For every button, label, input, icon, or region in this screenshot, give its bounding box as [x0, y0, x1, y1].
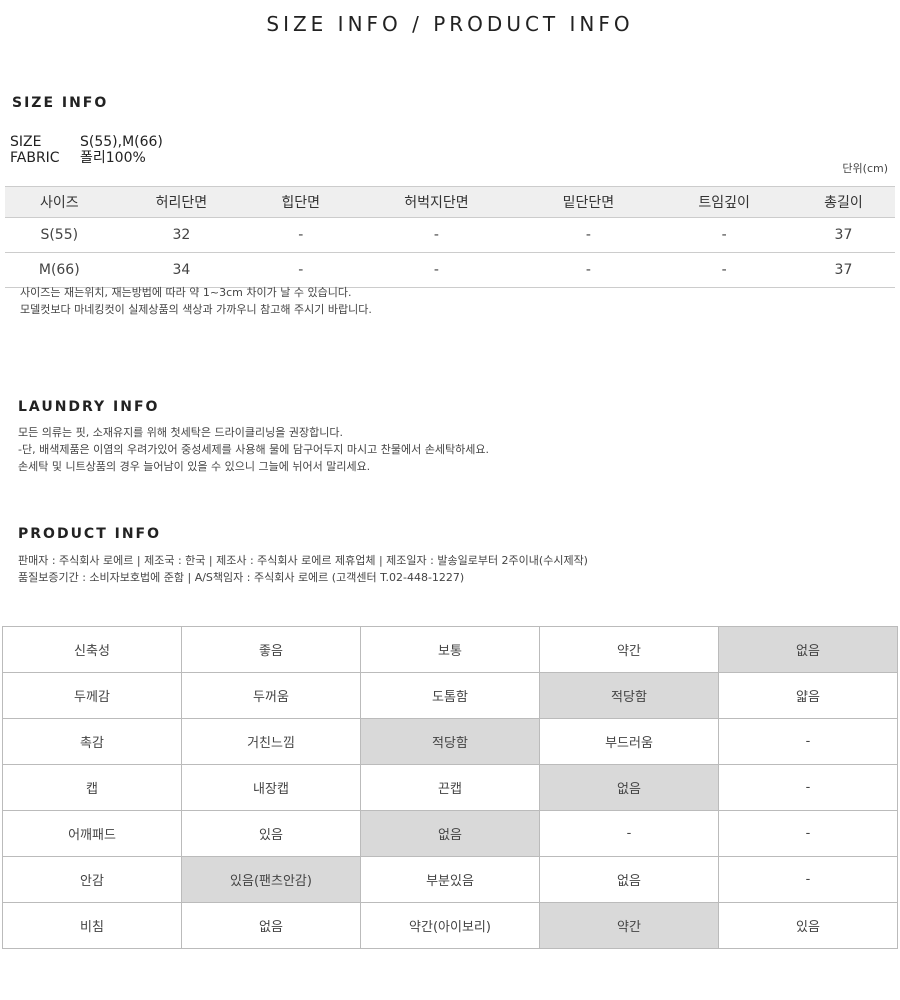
cell: - [520, 217, 657, 253]
attribute-row: 비침 없음 약간(아이보리) 약간 있음 [2, 902, 898, 949]
attribute-option: 거친느낌 [181, 718, 361, 765]
attribute-option: - [718, 856, 898, 903]
size-notes: 사이즈는 재는위치, 재는방법에 따라 약 1~3cm 차이가 날 수 있습니다… [20, 284, 372, 318]
attribute-row: 캡 내장캡 끈캡 없음 - [2, 764, 898, 811]
cell: 37 [791, 252, 895, 288]
attribute-option: 내장캡 [181, 764, 361, 811]
attribute-option: 부분있음 [360, 856, 540, 903]
attribute-row: 촉감 거친느낌 적당함 부드러움 - [2, 718, 898, 765]
size-table-header: 사이즈 허리단면 힙단면 허벅지단면 밑단단면 트임깊이 총길이 [5, 186, 895, 218]
attribute-option: 없음 [539, 856, 719, 903]
attribute-option: 끈캡 [360, 764, 540, 811]
attribute-label: 어깨패드 [2, 810, 182, 857]
attribute-option: - [718, 718, 898, 765]
attribute-table: 신축성 좋음 보통 약간 없음 두께감 두꺼움 도톰함 적당함 얇음 촉감 거친느낌 적당함 부드러움 - 캡… [2, 626, 898, 949]
attribute-option: 보통 [360, 626, 540, 673]
laundry-text: 모든 의류는 핏, 소재유지를 위해 첫세탁은 드라이클리닝을 권장합니다. -… [18, 424, 489, 475]
laundry-line: 모든 의류는 핏, 소재유지를 위해 첫세탁은 드라이클리닝을 권장합니다. [18, 426, 343, 439]
table-row: S(55) 32- - - -37 [5, 217, 895, 253]
table-row: M(66) 34- - - -37 [5, 252, 895, 288]
cell: - [520, 252, 657, 288]
cell: 32 [113, 217, 250, 253]
laundry-line: 손세탁 및 니트상품의 경우 늘어남이 있을 수 있으니 그늘에 뉘어서 말리세… [18, 460, 371, 473]
attribute-option: 약간 [539, 626, 719, 673]
attribute-label: 촉감 [2, 718, 182, 765]
attribute-option: 없음 [181, 902, 361, 949]
cell: - [656, 217, 792, 253]
attribute-row: 두께감 두꺼움 도톰함 적당함 얇음 [2, 672, 898, 719]
cell: - [249, 252, 353, 288]
cell: 37 [791, 217, 895, 253]
fabric-value: 폴리100% [80, 150, 146, 166]
attribute-option: 적당함 [360, 718, 540, 765]
attribute-option: 부드러움 [539, 718, 719, 765]
note-line: 모델컷보다 마네킹컷이 실제상품의 색상과 가까우니 참고해 주시기 바랍니다. [20, 303, 372, 316]
product-line: 판매자 : 주식회사 로에르 | 제조국 : 한국 | 제조사 : 주식회사 로… [18, 554, 588, 567]
note-line: 사이즈는 재는위치, 재는방법에 따라 약 1~3cm 차이가 날 수 있습니다… [20, 286, 352, 299]
cell: - [352, 217, 521, 253]
fabric-label: FABRIC [10, 150, 60, 166]
attribute-label: 안감 [2, 856, 182, 903]
attribute-label: 캡 [2, 764, 182, 811]
attribute-label: 신축성 [2, 626, 182, 673]
header-cell: 사이즈 [5, 186, 114, 218]
attribute-option: 두꺼움 [181, 672, 361, 719]
size-label: SIZE [10, 134, 42, 150]
size-info-heading: SIZE INFO [12, 95, 109, 111]
product-line: 품질보증기간 : 소비자보호법에 준함 | A/S책임자 : 주식회사 로에르 … [18, 571, 465, 584]
attribute-label: 두께감 [2, 672, 182, 719]
attribute-option: 약간 [539, 902, 719, 949]
attribute-option: - [539, 810, 719, 857]
attribute-option: 없음 [360, 810, 540, 857]
attribute-row: 어깨패드 있음 없음 - - [2, 810, 898, 857]
page-title: SIZE INFO / PRODUCT INFO [266, 12, 634, 36]
product-heading: PRODUCT INFO [18, 526, 162, 542]
attribute-option: 좋음 [181, 626, 361, 673]
size-value: S(55),M(66) [80, 134, 163, 150]
cell: S(55) [5, 217, 114, 253]
header-cell: 밑단단면 [520, 186, 657, 218]
header-cell: 허리단면 [113, 186, 250, 218]
attribute-option: 적당함 [539, 672, 719, 719]
product-text: 판매자 : 주식회사 로에르 | 제조국 : 한국 | 제조사 : 주식회사 로… [18, 552, 588, 586]
attribute-option: 도톰함 [360, 672, 540, 719]
laundry-line: -단, 배색제품은 이염의 우려가있어 중성세제를 사용해 물에 담구어두지 마… [18, 443, 489, 456]
attribute-option: 없음 [718, 626, 898, 673]
cell: 34 [113, 252, 250, 288]
attribute-option: - [718, 764, 898, 811]
size-table: 사이즈 허리단면 힙단면 허벅지단면 밑단단면 트임깊이 총길이 S(55) 32… [5, 186, 895, 288]
header-cell: 트임깊이 [656, 186, 792, 218]
attribute-row: 신축성 좋음 보통 약간 없음 [2, 626, 898, 673]
attribute-option: 있음 [718, 902, 898, 949]
attribute-row: 안감 있음(팬츠안감) 부분있음 없음 - [2, 856, 898, 903]
attribute-option: 있음(팬츠안감) [181, 856, 361, 903]
header-cell: 힙단면 [249, 186, 353, 218]
cell: - [656, 252, 792, 288]
cell: M(66) [5, 252, 114, 288]
attribute-label: 비침 [2, 902, 182, 949]
attribute-option: 약간(아이보리) [360, 902, 540, 949]
attribute-option: 없음 [539, 764, 719, 811]
cell: - [249, 217, 353, 253]
attribute-option: - [718, 810, 898, 857]
header-cell: 총길이 [791, 186, 895, 218]
unit-label: 단위(cm) [842, 162, 888, 175]
cell: - [352, 252, 521, 288]
attribute-option: 얇음 [718, 672, 898, 719]
attribute-option: 있음 [181, 810, 361, 857]
laundry-heading: LAUNDRY INFO [18, 399, 160, 415]
header-cell: 허벅지단면 [352, 186, 521, 218]
